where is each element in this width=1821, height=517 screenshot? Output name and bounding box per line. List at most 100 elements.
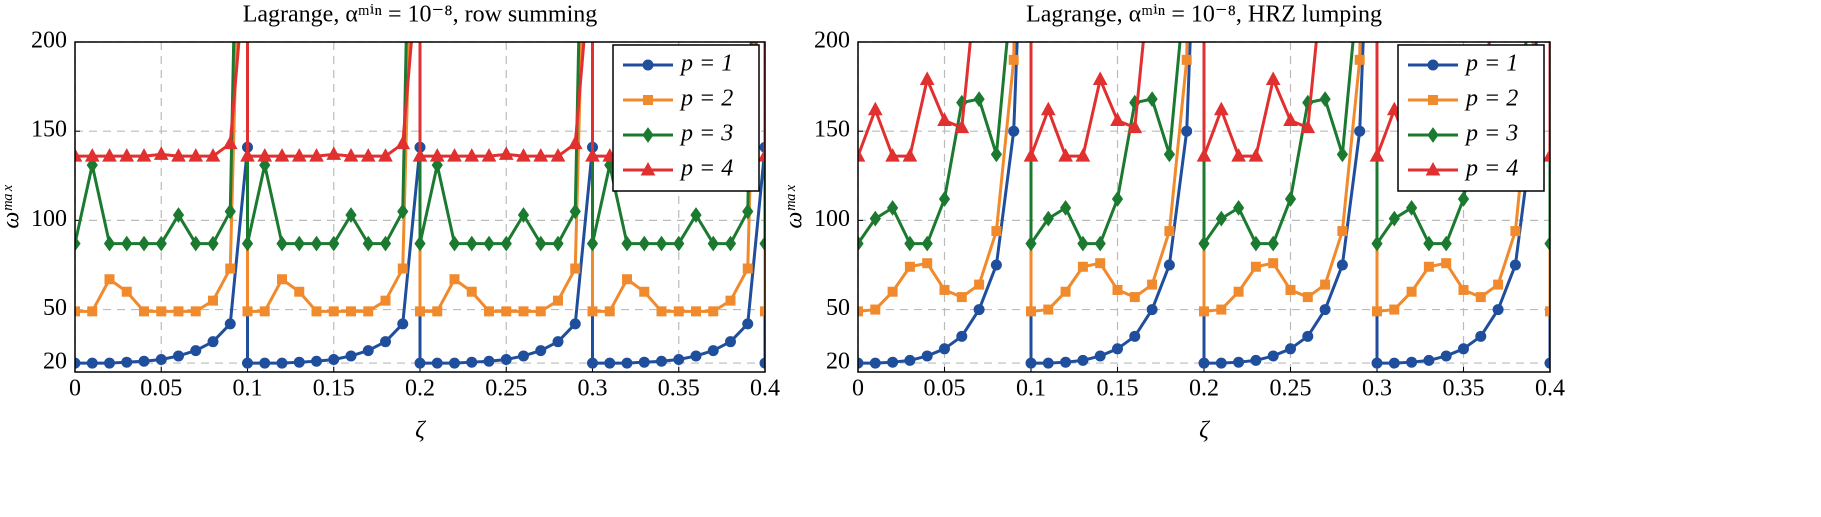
marker [638, 356, 650, 368]
marker [139, 306, 149, 317]
marker [585, 148, 600, 162]
marker [1493, 279, 1504, 290]
marker [1458, 284, 1469, 295]
marker [1164, 226, 1175, 237]
marker [360, 148, 376, 162]
marker [1181, 125, 1193, 137]
marker [1267, 235, 1279, 252]
marker [138, 235, 150, 252]
marker [276, 235, 288, 252]
marker [1285, 284, 1296, 295]
marker [429, 148, 445, 162]
marker [1423, 354, 1435, 366]
marker [276, 357, 288, 369]
marker [1336, 259, 1348, 271]
marker [1232, 200, 1245, 216]
legend-label: p = 4 [679, 156, 733, 182]
marker [567, 135, 583, 150]
marker [535, 235, 547, 252]
marker [274, 148, 290, 162]
marker [533, 148, 549, 162]
marker [205, 148, 221, 162]
marker [1300, 119, 1316, 134]
marker [1475, 330, 1487, 342]
marker [75, 235, 81, 252]
y-tick-label: 200 [31, 28, 67, 54]
marker [1198, 235, 1210, 252]
marker [887, 286, 898, 297]
marker [1198, 357, 1210, 369]
marker [1059, 200, 1072, 216]
marker [1545, 306, 1550, 317]
marker [885, 148, 900, 162]
marker [1146, 304, 1158, 316]
marker [311, 306, 322, 317]
marker [259, 306, 270, 317]
marker [311, 355, 322, 367]
marker [432, 306, 443, 317]
marker [1129, 292, 1140, 303]
marker [552, 336, 564, 348]
marker [1127, 119, 1143, 134]
x-tick-label: 0.15 [1097, 376, 1139, 402]
marker [1248, 148, 1264, 162]
legend-label: p = 2 [1464, 86, 1518, 112]
marker [991, 226, 1002, 237]
x-tick-label: 0.15 [313, 376, 355, 402]
marker [1406, 356, 1418, 368]
marker [604, 306, 615, 317]
legend-marker [1428, 95, 1438, 105]
marker [414, 235, 426, 252]
marker [291, 148, 307, 162]
marker [1250, 354, 1262, 366]
legend-marker [643, 95, 653, 105]
marker [380, 336, 391, 348]
marker [1389, 304, 1400, 315]
marker [586, 235, 599, 252]
marker [1025, 235, 1037, 252]
legend-label: p = 1 [679, 51, 733, 77]
marker [86, 357, 98, 369]
marker [345, 350, 357, 362]
marker [190, 306, 201, 317]
marker [535, 345, 547, 357]
legend-label: p = 3 [1464, 121, 1518, 147]
x-tick-label: 0.25 [1270, 376, 1312, 402]
axes-frame [74, 41, 766, 373]
marker [569, 203, 581, 220]
x-tick-label: 0.4 [1535, 376, 1565, 402]
marker [1542, 148, 1550, 162]
marker [1094, 350, 1106, 362]
marker [1233, 356, 1245, 368]
marker [380, 295, 391, 306]
x-tick-label: 0.25 [485, 376, 527, 402]
marker [1023, 148, 1039, 162]
marker [466, 286, 477, 297]
y-tick-label: 200 [814, 28, 850, 54]
y-tick-label: 150 [31, 117, 67, 143]
marker [242, 306, 253, 317]
marker [956, 330, 968, 342]
legend-label: p = 3 [679, 121, 733, 147]
marker [87, 306, 98, 317]
x-tick-label: 0 [69, 376, 81, 402]
y-axis-label: ωᵐᵃˣ [782, 184, 808, 229]
marker [328, 235, 340, 252]
marker [725, 295, 736, 306]
marker [921, 350, 933, 362]
marker [277, 274, 287, 285]
y-tick-label: 100 [814, 206, 850, 232]
marker [464, 148, 480, 162]
marker [481, 148, 497, 162]
marker [1196, 148, 1212, 162]
marker [1042, 210, 1054, 227]
marker [937, 112, 952, 126]
marker [1233, 286, 1244, 297]
y-tick-label: 50 [43, 295, 67, 321]
marker [757, 148, 765, 162]
marker [136, 148, 152, 162]
legend-label: p = 4 [1464, 156, 1518, 182]
marker [1060, 286, 1071, 297]
marker [569, 318, 581, 330]
